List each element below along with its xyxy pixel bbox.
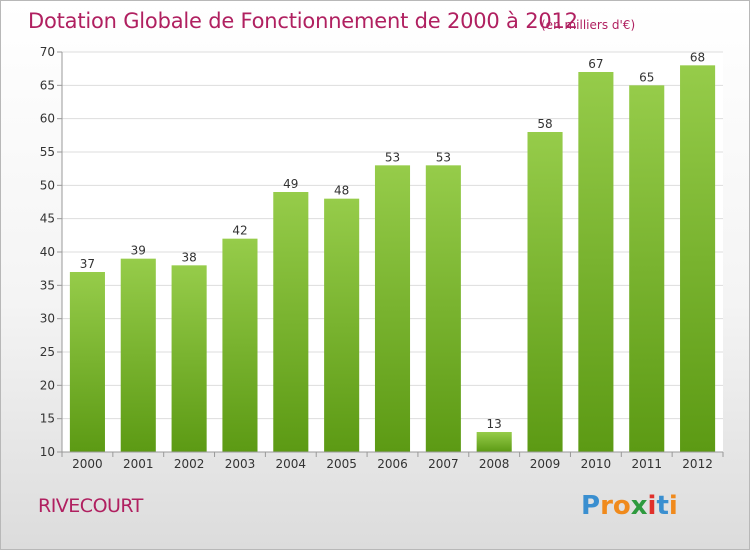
bar-2009 [527,132,563,452]
bar-2004 [273,192,309,452]
x-axis-ticks: 2000 2001 2002 2003 2004 2005 2006 2007 2008 2009… [61,452,724,471]
x-tick-label-2005: 2005 [326,457,357,471]
bar-2001 [120,258,156,452]
value-label-2006: 53 [385,150,400,164]
value-label-2002: 38 [181,250,196,264]
x-tick-label-2003: 2003 [225,457,256,471]
y-tick-label: 15 [40,412,55,426]
x-tick-label-2001: 2001 [123,457,154,471]
y-tick-label: 60 [40,112,55,126]
logo-letter: o [612,491,631,521]
bars: 37 39 38 42 49 48 53 53 13 58 67 65 68 [69,50,716,453]
value-label-2005: 48 [334,184,349,198]
proxiti-logo: Proxiti [581,491,678,521]
x-tick-label-2009: 2009 [530,457,561,471]
value-label-2008: 13 [487,417,502,431]
chart-subtitle: (en milliers d'€) [541,18,636,32]
y-tick-label: 40 [40,245,55,259]
bar-2002 [171,265,207,452]
value-label-2011: 65 [639,70,654,84]
y-tick-label: 10 [40,445,55,459]
bar-2007 [425,165,461,453]
y-tick-label: 30 [40,312,55,326]
y-tick-label: 25 [40,345,55,359]
x-tick-label-2000: 2000 [72,457,103,471]
x-tick-label-2002: 2002 [174,457,205,471]
x-tick-label-2007: 2007 [428,457,459,471]
logo-letter: i [647,491,657,521]
y-tick-label: 45 [40,212,55,226]
chart-title: Dotation Globale de Fonctionnement de 20… [28,9,578,33]
x-tick-label-2011: 2011 [631,457,662,471]
value-label-2007: 53 [436,150,451,164]
y-tick-label: 55 [40,145,55,159]
value-label-2003: 42 [232,224,247,238]
bar-2000 [69,272,105,452]
y-tick-label: 35 [40,278,55,292]
bar-2003 [222,238,258,452]
logo-letter: x [630,491,648,521]
x-tick-label-2004: 2004 [276,457,307,471]
logo-letter: i [668,491,678,521]
x-tick-label-2008: 2008 [479,457,510,471]
bar-2011 [629,85,665,452]
y-axis-ticks: 10 15 20 25 30 35 40 45 50 55 60 65 70 [40,45,62,459]
bar-2010 [578,72,614,452]
commune-name: RIVECOURT [38,495,143,517]
value-label-2000: 37 [80,257,95,271]
value-label-2001: 39 [131,244,146,258]
logo-letter: P [581,491,601,521]
y-tick-label: 65 [40,78,55,92]
value-label-2012: 68 [690,50,705,64]
y-tick-label: 20 [40,378,55,392]
bar-2008 [476,432,512,452]
y-tick-label: 50 [40,178,55,192]
x-tick-label-2012: 2012 [682,457,713,471]
y-tick-label: 70 [40,45,55,59]
bar-2006 [374,165,411,453]
bar-2005 [324,198,360,452]
logo-letter: r [600,491,613,521]
x-tick-label-2006: 2006 [377,457,408,471]
x-tick-label-2010: 2010 [581,457,612,471]
logo-letter: t [656,491,669,521]
value-label-2004: 49 [283,177,298,191]
bar-2012 [680,65,716,452]
value-label-2009: 58 [537,117,552,131]
value-label-2010: 67 [588,57,603,71]
